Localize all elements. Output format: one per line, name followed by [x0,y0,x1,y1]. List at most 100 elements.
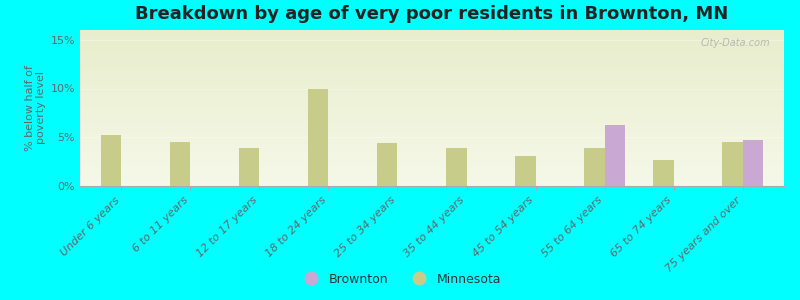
Bar [80,105,784,106]
Bar [446,148,466,186]
Bar [80,50,784,52]
Title: Breakdown by age of very poor residents in Brownton, MN: Breakdown by age of very poor residents … [135,5,729,23]
Bar [80,184,784,186]
Bar [238,148,259,186]
Bar [377,143,398,186]
Bar [80,102,784,103]
Bar [80,175,784,177]
Bar [80,95,784,97]
Bar [80,66,784,68]
Bar [80,78,784,80]
Bar [80,52,784,53]
Bar [80,32,784,33]
Bar [722,142,742,186]
Bar [80,180,784,181]
Bar [80,127,784,128]
Bar [80,147,784,148]
Bar [80,155,784,156]
Bar [80,82,784,83]
Bar [80,138,784,139]
Bar [80,152,784,153]
Bar [80,161,784,163]
Bar [80,169,784,170]
Bar [80,134,784,136]
Bar [80,141,784,142]
Bar [80,183,784,184]
Bar [80,114,784,116]
Bar [515,156,535,186]
Legend: Brownton, Minnesota: Brownton, Minnesota [294,268,506,291]
Bar [80,89,784,91]
Bar [80,181,784,183]
Bar [80,44,784,46]
Y-axis label: % below half of
poverty level: % below half of poverty level [25,65,46,151]
Bar [80,97,784,99]
Bar [80,103,784,105]
Bar [80,153,784,155]
Bar [80,38,784,39]
Bar [653,160,674,186]
Bar [80,106,784,108]
Bar [742,140,763,186]
Bar [80,150,784,152]
Bar [605,124,626,186]
Bar [80,164,784,166]
Bar [80,60,784,61]
Bar [80,70,784,72]
Bar [80,119,784,121]
Bar [80,117,784,119]
Bar [80,55,784,56]
Bar [170,142,190,186]
Bar [80,49,784,50]
Bar [80,124,784,125]
Bar [80,148,784,150]
Bar [80,163,784,164]
Bar [80,172,784,173]
Bar [80,64,784,66]
Bar [80,158,784,160]
Bar [80,72,784,74]
Bar [80,86,784,88]
Bar [308,88,329,186]
Bar [80,111,784,113]
Bar [80,156,784,158]
Bar [80,99,784,100]
Bar [80,30,784,31]
Bar [80,125,784,127]
Bar [80,77,784,78]
Bar [80,136,784,138]
Bar [80,108,784,110]
Bar [80,110,784,111]
Bar [80,130,784,131]
Bar [80,167,784,169]
Bar [80,170,784,172]
Bar [80,43,784,44]
Bar [80,173,784,175]
Bar [80,58,784,60]
Bar [80,177,784,178]
Bar [80,47,784,49]
Bar [80,88,784,89]
Bar [80,160,784,161]
Bar [80,92,784,94]
Bar [80,56,784,58]
Bar [101,135,122,186]
Bar [80,68,784,69]
Bar [80,178,784,180]
Bar [80,128,784,130]
Bar [80,144,784,146]
Bar [80,74,784,75]
Bar [80,131,784,133]
Bar [80,133,784,134]
Bar [80,94,784,95]
Text: City-Data.com: City-Data.com [700,38,770,48]
Bar [80,116,784,117]
Bar [80,142,784,144]
Bar [80,41,784,43]
Bar [80,46,784,47]
Bar [80,61,784,63]
Bar [80,39,784,41]
Bar [80,35,784,36]
Bar [80,53,784,55]
Bar [80,33,784,35]
